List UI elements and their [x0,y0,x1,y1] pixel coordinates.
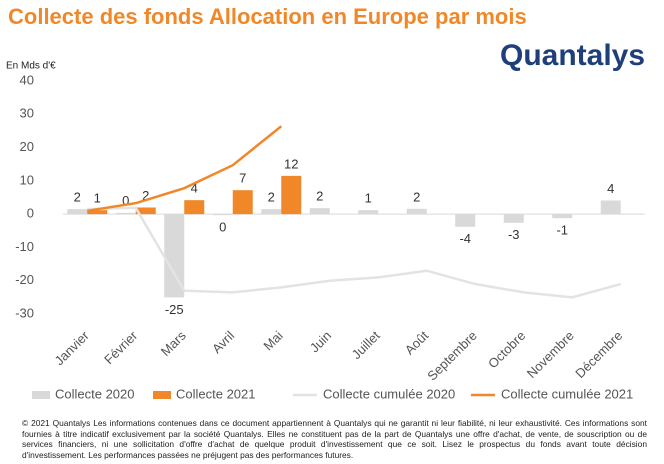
bar [261,209,282,215]
y-tick-label: 30 [20,106,34,121]
x-tick-label: Octobre [485,328,528,371]
line [87,206,622,299]
x-tick-label: Janvier [52,327,93,368]
bar [212,214,233,216]
legend-label: Collecte cumulée 2020 [323,386,455,401]
bar [455,214,476,227]
line [87,125,283,213]
data-label: 1 [94,191,101,206]
y-tick-label: 10 [20,172,34,187]
data-label: -3 [508,227,520,242]
bar [309,208,330,215]
bar [184,200,205,215]
data-label: 0 [219,220,226,235]
x-tick-label: Novembre [524,328,577,381]
x-tick-label: Février [101,327,141,367]
data-label: 2 [268,190,275,205]
data-label: 4 [607,181,614,196]
bar [232,190,253,215]
data-label: 0 [122,193,129,208]
data-label: 2 [142,188,149,203]
data-label: 12 [284,156,298,171]
data-label: 2 [413,189,420,204]
legend-label: Collecte 2021 [176,386,256,401]
y-tick-label: -10 [15,239,34,254]
legend-swatch [32,391,50,399]
x-tick-label: Décembre [572,328,625,381]
y-tick-label: -30 [15,305,34,320]
bar [135,207,156,215]
x-tick-label: Mars [158,328,189,359]
data-label: -25 [165,302,184,317]
logo: Quantalys [500,39,645,72]
legend-label: Collecte 2020 [55,386,135,401]
x-tick-label: Septembre [424,328,480,384]
x-tick-label: Juillet [349,328,383,362]
bar [552,214,573,219]
bar [115,212,136,215]
data-label: -4 [459,231,471,246]
x-tick-label: Avril [209,328,237,356]
data-label: -1 [556,223,568,238]
bar [600,200,621,215]
y-tick-label: 0 [27,206,34,221]
legend-label: Collecte cumulée 2021 [501,386,633,401]
bar [358,210,379,215]
data-label: 4 [191,181,198,196]
x-tick-label: Août [402,328,432,358]
y-tick-label: -20 [15,272,34,287]
data-label: 1 [365,191,372,206]
bar [406,208,427,215]
chart-title: Collecte des fonds Allocation en Europe … [8,4,527,29]
bar [281,175,302,215]
data-label: 2 [316,189,323,204]
legend-swatch [153,391,171,399]
bar [164,214,185,298]
x-tick-label: Juin [307,328,334,355]
bar [87,210,108,215]
footnote: © 2021 Quantalys Les informations conten… [22,418,647,460]
x-tick-label: Mai [260,328,285,353]
y-tick-label: 20 [20,139,34,154]
data-label: 2 [74,190,81,205]
bar [503,214,524,223]
data-label: 7 [239,171,246,186]
bar [67,209,88,215]
y-axis-label: En Mds d'€ [6,61,56,72]
y-tick-label: 40 [20,72,34,87]
